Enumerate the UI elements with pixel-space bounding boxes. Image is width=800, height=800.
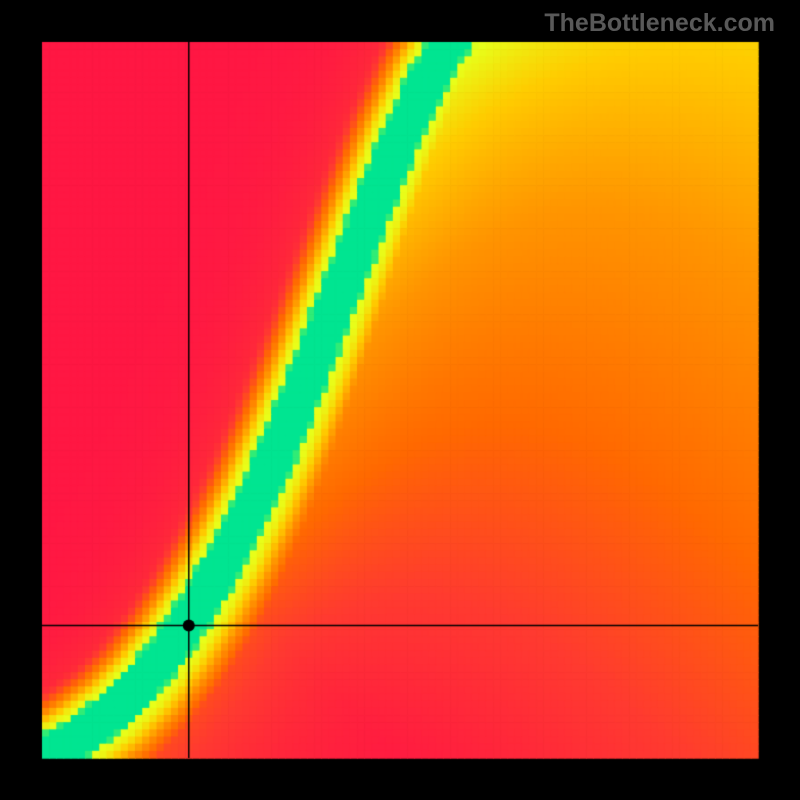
watermark-text: TheBottleneck.com <box>544 9 775 38</box>
bottleneck-heatmap <box>0 0 800 800</box>
